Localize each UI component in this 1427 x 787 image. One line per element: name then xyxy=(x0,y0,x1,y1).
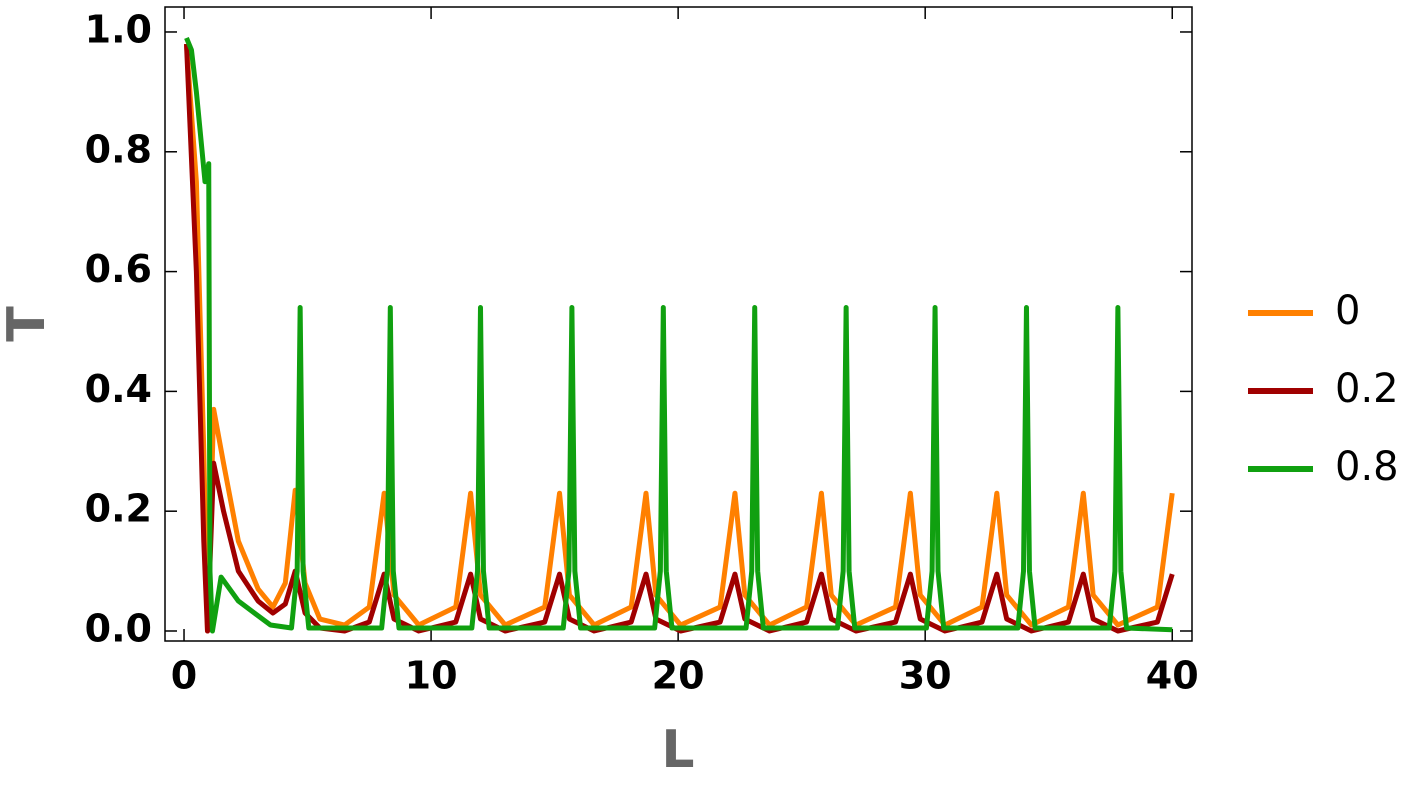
y-tick-label: 0.0 xyxy=(85,606,152,650)
x-axis-title: L xyxy=(661,720,694,780)
legend-label: 0.2 xyxy=(1335,366,1399,412)
x-tick-label: 0 xyxy=(171,654,197,698)
plot-frame xyxy=(164,6,1193,642)
y-axis-title: T xyxy=(0,306,57,342)
legend-label: 0 xyxy=(1335,288,1360,334)
y-tick-label: 0.4 xyxy=(85,367,152,411)
y-tick-label: 1.0 xyxy=(85,7,152,51)
x-tick-label: 30 xyxy=(899,654,952,698)
x-tick-label: 10 xyxy=(405,654,458,698)
legend-label: 0.8 xyxy=(1335,444,1399,490)
x-tick-label: 40 xyxy=(1146,654,1199,698)
series-line xyxy=(183,43,1175,634)
x-tick-label: 20 xyxy=(652,654,705,698)
y-tick-label: 0.2 xyxy=(85,487,152,531)
y-tick-label: 0.6 xyxy=(85,247,152,291)
y-tick-label: 0.8 xyxy=(85,127,152,171)
series-line xyxy=(184,37,1173,634)
